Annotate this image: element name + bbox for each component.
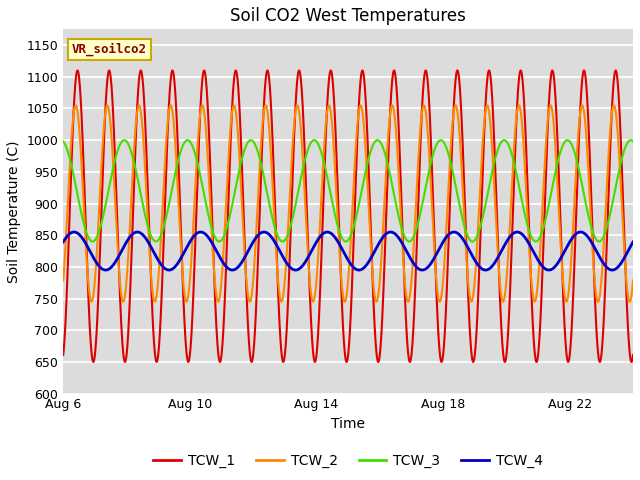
TCW_4 — [430, 256, 438, 262]
TCW_4 — [277, 251, 285, 256]
TCW_4 — [629, 239, 637, 245]
TCW_2 — [528, 285, 536, 290]
Legend: TCW_1, TCW_2, TCW_3, TCW_4: TCW_1, TCW_2, TCW_3, TCW_4 — [148, 448, 548, 473]
TCW_1 — [163, 149, 171, 155]
TCW_2 — [163, 131, 171, 136]
TCW_2 — [430, 240, 438, 246]
TCW_2 — [277, 299, 285, 304]
TCW_3 — [484, 187, 492, 192]
TCW_3 — [629, 139, 637, 144]
TCW_3 — [374, 137, 381, 143]
TCW_3 — [60, 139, 67, 144]
TCW_1 — [60, 352, 67, 358]
TCW_1 — [401, 300, 409, 306]
TCW_4 — [401, 246, 409, 252]
TCW_3 — [595, 239, 603, 244]
TCW_2 — [484, 106, 492, 112]
TCW_2 — [436, 299, 444, 305]
TCW_1 — [629, 352, 637, 358]
TCW_4 — [163, 267, 171, 273]
TCW_1 — [528, 303, 536, 309]
TCW_1 — [277, 347, 285, 352]
X-axis label: Time: Time — [331, 417, 365, 431]
Line: TCW_4: TCW_4 — [63, 232, 633, 270]
TCW_1 — [484, 68, 492, 74]
TCW_3 — [277, 238, 285, 244]
Text: VR_soilco2: VR_soilco2 — [72, 43, 147, 56]
TCW_4 — [260, 229, 268, 235]
Title: Soil CO2 West Temperatures: Soil CO2 West Temperatures — [230, 7, 466, 25]
TCW_4 — [484, 266, 492, 272]
TCW_3 — [163, 212, 171, 218]
TCW_3 — [401, 235, 409, 240]
Line: TCW_2: TCW_2 — [63, 105, 633, 302]
TCW_4 — [482, 267, 490, 273]
TCW_4 — [528, 246, 536, 252]
TCW_3 — [528, 235, 536, 240]
TCW_2 — [629, 277, 637, 283]
TCW_4 — [60, 239, 67, 245]
Line: TCW_1: TCW_1 — [63, 71, 633, 362]
Y-axis label: Soil Temperature (C): Soil Temperature (C) — [7, 140, 21, 283]
TCW_2 — [60, 277, 67, 283]
TCW_1 — [90, 359, 97, 365]
TCW_3 — [430, 149, 438, 155]
TCW_1 — [430, 225, 438, 230]
Line: TCW_3: TCW_3 — [63, 140, 633, 241]
TCW_2 — [325, 102, 333, 108]
TCW_2 — [401, 282, 409, 288]
TCW_1 — [200, 68, 208, 73]
